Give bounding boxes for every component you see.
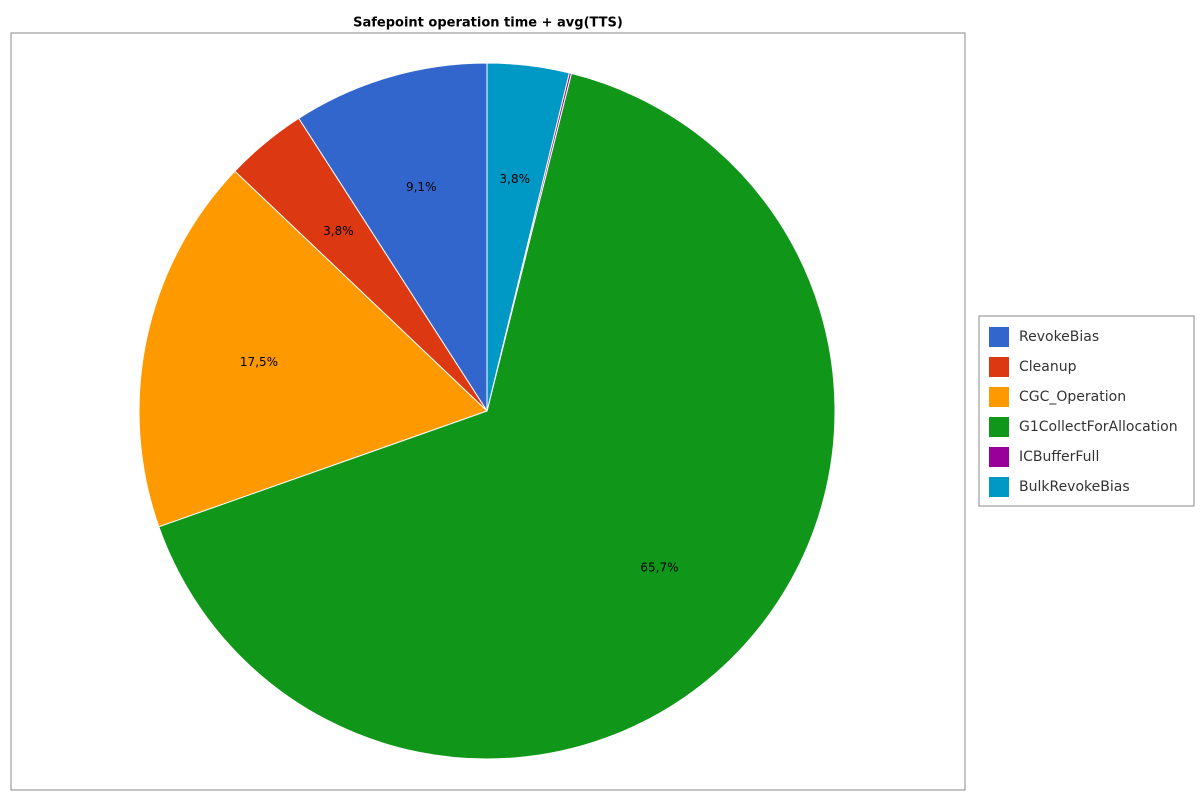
legend-label: RevokeBias (1019, 329, 1099, 345)
legend-box (978, 315, 1195, 507)
pie: 9,1% 3,8% 17,5% 65,7% 3,8% (138, 62, 836, 760)
slice-label: 9,1% (406, 180, 437, 194)
legend-label: BulkRevokeBias (1019, 479, 1130, 495)
legend-swatch (989, 357, 1009, 377)
pie-slice (158, 72, 836, 760)
pie-slice (486, 62, 570, 412)
legend-swatch (989, 477, 1009, 497)
legend-swatch (989, 447, 1009, 467)
slice-label: 17,5% (240, 355, 278, 369)
legend-swatch (989, 417, 1009, 437)
slice-label: 3,8% (323, 224, 354, 238)
legend-swatch (989, 327, 1009, 347)
legend: RevokeBias Cleanup CGC_Operation G1CollectF… (978, 315, 1195, 507)
slice-label: 3,8% (500, 172, 531, 186)
legend-label: CGC_Operation (1019, 389, 1126, 405)
pie-slice (138, 170, 488, 528)
pie-slice (297, 62, 488, 413)
chart-title: Safepoint operation time + avg(TTS) (353, 16, 623, 31)
legend-label: ICBufferFull (1019, 449, 1099, 465)
slice-label: 65,7% (640, 560, 678, 574)
legend-swatch (989, 387, 1009, 407)
legend-label: G1CollectForAllocation (1019, 419, 1178, 435)
legend-label: Cleanup (1019, 359, 1077, 375)
